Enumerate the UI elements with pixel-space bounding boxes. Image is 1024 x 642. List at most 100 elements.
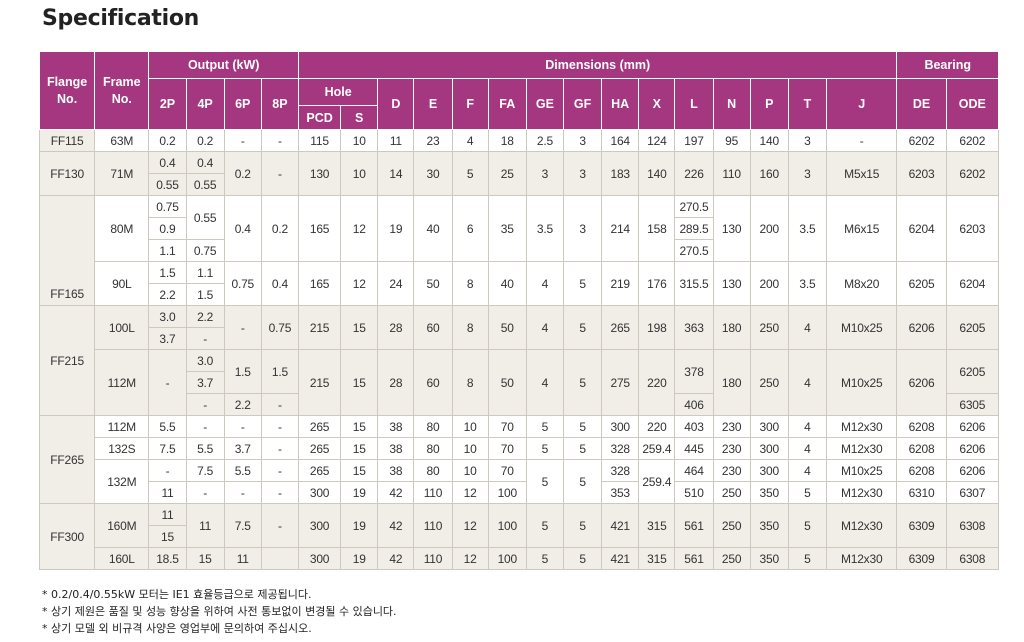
table-cell: 176 — [638, 261, 676, 306]
table-cell: FF115 — [38, 129, 96, 152]
table-cell: 124 — [638, 129, 676, 152]
table-cell: 183 — [601, 151, 640, 196]
table-cell: 112M — [94, 415, 150, 438]
table-cell: 6308 — [945, 503, 1000, 548]
table-cell: 23 — [413, 129, 453, 152]
table-cell: M12x30 — [825, 503, 898, 548]
table-cell: 6309 — [896, 503, 947, 548]
table-cell: 110 — [413, 481, 453, 504]
table-cell: 140 — [638, 151, 676, 196]
header-p: P — [749, 78, 789, 130]
table-cell: 5 — [525, 459, 564, 504]
table-cell: 132S — [94, 437, 150, 460]
table-cell: 100L — [94, 305, 150, 350]
table-cell: 230 — [712, 459, 751, 482]
header-s: S — [340, 105, 379, 130]
table-cell: 10 — [451, 437, 489, 460]
table-cell: 14 — [377, 151, 415, 196]
table-cell: 6309 — [896, 547, 947, 570]
table-cell: 130 — [297, 151, 342, 196]
table-cell: 50 — [487, 349, 527, 416]
table-cell: 165 — [297, 261, 342, 306]
header-dimensions: Dimensions (mm) — [297, 51, 898, 79]
header-t: T — [787, 78, 827, 130]
table-cell: 406 — [674, 393, 714, 416]
table-row: 2.2 1.5 — [40, 283, 999, 306]
table-cell: 6202 — [945, 129, 1000, 152]
table-cell: M12x30 — [825, 437, 898, 460]
header-pcd: PCD — [297, 105, 342, 130]
table-cell: 0.2 — [185, 129, 225, 152]
table-cell: 42 — [377, 481, 415, 504]
table-cell: - — [260, 437, 299, 460]
table-cell: 0.75 — [223, 261, 262, 306]
table-cell: 270.5 — [674, 239, 714, 262]
table-cell: M12x30 — [825, 415, 898, 438]
table-cell: 315 — [638, 503, 676, 548]
table-cell: 11 — [148, 481, 187, 504]
table-cell: 2.5 — [525, 129, 564, 152]
table-cell: 15 — [185, 547, 225, 570]
table-cell: 11 — [185, 503, 225, 548]
table-cell: 6305 — [945, 393, 1000, 416]
table-cell: 350 — [749, 481, 789, 504]
table-cell: 12 — [451, 503, 489, 548]
table-cell: 6202 — [945, 151, 1000, 196]
table-cell: 3 — [525, 151, 564, 196]
table-cell: 0.2 — [148, 129, 187, 152]
table-cell: 3.5 — [525, 195, 564, 262]
table-cell: 3 — [562, 129, 603, 152]
table-cell: 30 — [413, 151, 453, 196]
table-cell: 6205 — [945, 305, 1000, 350]
table-cell: M10x25 — [825, 305, 898, 350]
header-x: X — [638, 78, 676, 130]
table-cell: 265 — [601, 305, 640, 350]
table-cell: 110 — [712, 151, 751, 196]
table-cell: 300 — [297, 547, 342, 570]
table-cell: 378 — [674, 349, 714, 394]
header-bearing: Bearing — [896, 51, 999, 79]
table-cell: 42 — [377, 547, 415, 570]
table-cell: 80 — [413, 415, 453, 438]
table-cell: FF130 — [38, 151, 96, 196]
table-cell: 7.5 — [148, 437, 187, 460]
table-cell: 3.0 — [185, 349, 225, 372]
table-cell: 265 — [297, 437, 342, 460]
table-cell: 12 — [340, 261, 379, 306]
table-cell: 19 — [340, 503, 379, 548]
table-cell: 4 — [525, 305, 564, 350]
table-cell: M5x15 — [825, 151, 898, 196]
table-cell: 250 — [749, 349, 789, 416]
table-cell: 5 — [525, 415, 564, 438]
table-cell: 18.5 — [148, 547, 187, 570]
table-cell: 315.5 — [674, 261, 714, 306]
table-cell: 0.2 — [260, 195, 299, 262]
table-cell: M12x30 — [825, 481, 898, 504]
table-cell: 6206 — [896, 305, 947, 350]
table-cell: 350 — [749, 503, 789, 548]
table-cell: 230 — [712, 415, 751, 438]
table-cell: 10 — [340, 129, 379, 152]
table-cell: 1.5 — [223, 349, 262, 394]
table-cell: - — [260, 503, 299, 548]
table-cell: 100 — [487, 547, 527, 570]
header-2p: 2P — [148, 78, 187, 130]
table-cell: 5 — [787, 503, 827, 548]
table-cell: 2.2 — [223, 393, 262, 416]
table-cell: 132M — [94, 459, 150, 504]
table-cell: 2.2 — [185, 305, 225, 328]
table-cell: 219 — [601, 261, 640, 306]
table-cell: 3 — [787, 151, 827, 196]
table-cell: 24 — [377, 261, 415, 306]
table-row: FF130 71M 0.4 0.4 0.2-130 10 14 30 5 25 3 3 183 140 22… — [38, 151, 1000, 196]
table-cell: FF165 — [38, 195, 96, 306]
table-cell: 6310 — [896, 481, 947, 504]
table-cell: 35 — [487, 195, 527, 262]
header-fa: FA — [487, 78, 527, 130]
table-row: FF300 160M 11 11 7.5-300 19 42 110 12 100 5 5 421 315… — [38, 503, 1000, 570]
table-cell: 180 — [712, 305, 751, 350]
spec-table-header: Flange No. Frame No. Output (kW) Dimensi… — [38, 51, 1000, 130]
table-cell: 2.2 — [148, 283, 187, 306]
table-cell: 1.5 — [148, 261, 187, 284]
table-cell: 8 — [451, 261, 489, 306]
